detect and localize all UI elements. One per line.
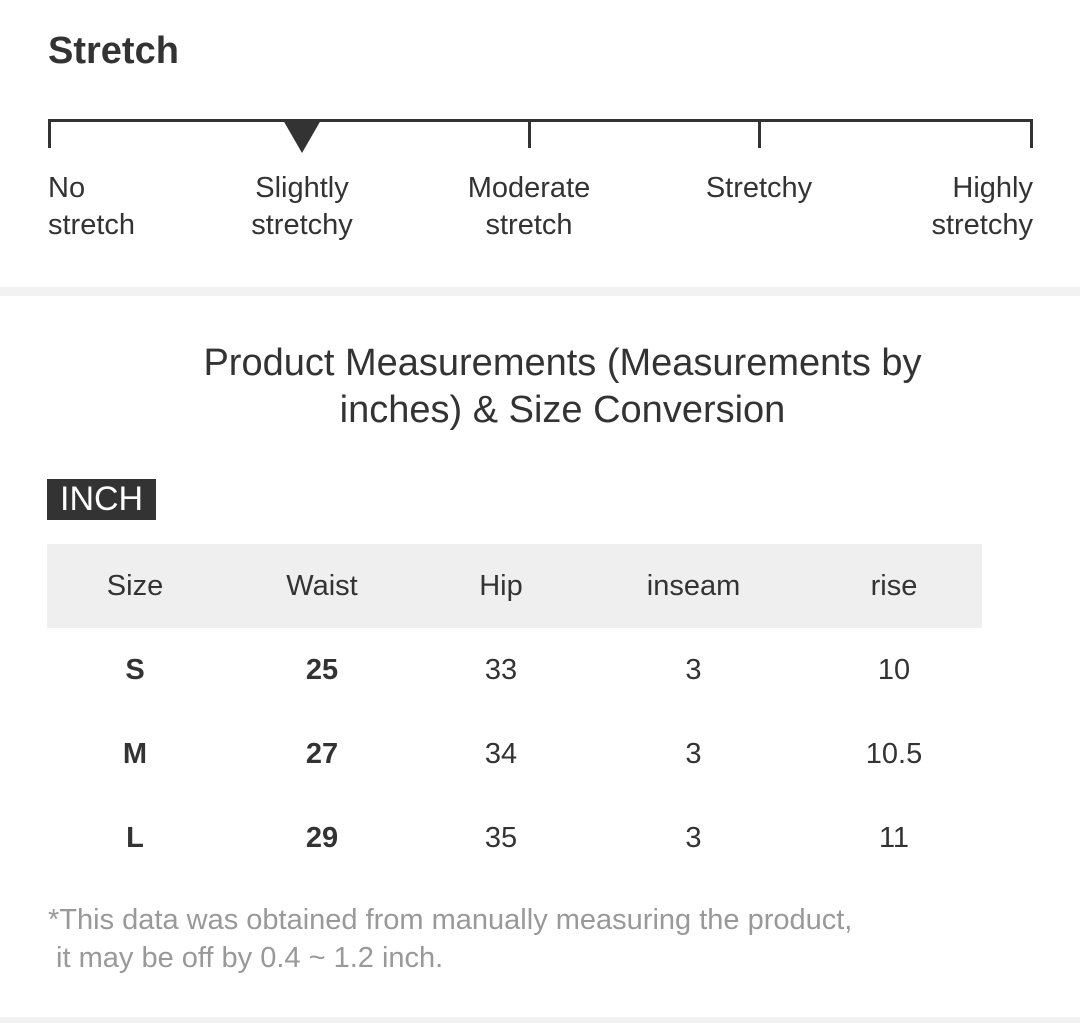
section-divider [0,287,1080,296]
disclaimer-line: it may be off by 0.4 ~ 1.2 inch. [48,942,444,974]
cell-inseam: 3 [685,737,702,770]
stretch-scale-line [48,119,1033,122]
measurements-title: Product Measurements (Measurements by in… [203,342,922,431]
table-row: M 27 34 3 10.5 [47,712,982,796]
column-header-rise: rise [806,544,982,628]
cell-hip: 35 [484,821,518,854]
size-table: Size Waist Hip inseam rise S 25 33 3 10 … [47,544,982,880]
stretch-level-no-stretch: No stretch [48,172,136,241]
cell-size: L [126,821,144,854]
stretch-level-marker-icon [283,120,321,153]
stretch-scale-tick [48,119,51,148]
stretch-level-highly-stretchy: Highly stretchy [931,172,1033,241]
cell-inseam: 3 [685,653,702,686]
cell-hip: 34 [484,737,518,770]
cell-waist: 27 [305,737,339,770]
cell-waist: 29 [305,821,339,854]
bottom-divider [0,1017,1080,1023]
stretch-level-stretchy: Stretchy [705,172,813,204]
cell-rise: 10.5 [865,737,923,770]
column-header-inseam: inseam [581,544,806,628]
stretch-level-moderate-stretch: Moderate stretch [467,172,591,241]
stretch-level-slightly-stretchy: Slightly stretchy [251,172,353,241]
stretch-scale-tick [1030,119,1033,148]
measurement-disclaimer: *This data was obtained from manually me… [48,901,852,977]
column-header-size: Size [47,544,223,628]
cell-hip: 33 [484,653,518,686]
cell-inseam: 3 [685,821,702,854]
cell-waist: 25 [305,653,339,686]
disclaimer-line: *This data was obtained from manually me… [48,904,853,936]
column-header-waist: Waist [223,544,421,628]
stretch-scale-tick [758,119,761,148]
stretch-title: Stretch [48,30,179,72]
table-row: S 25 33 3 10 [47,628,982,712]
stretch-scale-tick [528,119,531,148]
cell-rise: 10 [877,653,911,686]
unit-badge: INCH [47,479,157,520]
cell-size: M [122,737,148,770]
table-row: L 29 35 3 11 [47,796,982,880]
table-header-row: Size Waist Hip inseam rise [47,544,982,628]
cell-rise: 11 [878,821,910,854]
cell-size: S [125,653,145,686]
column-header-hip: Hip [421,544,581,628]
